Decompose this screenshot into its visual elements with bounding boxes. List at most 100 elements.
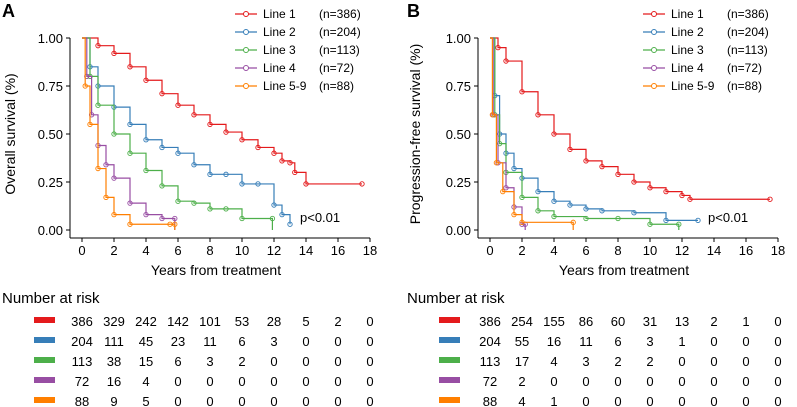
risk-count: 17 — [515, 354, 529, 369]
panel-label: B — [407, 1, 420, 21]
survival-curve-line-5-9 — [490, 37, 574, 230]
censor-mark — [663, 217, 669, 224]
censor-mark — [583, 206, 589, 212]
censor-mark — [255, 181, 261, 187]
risk-count: 0 — [302, 374, 309, 389]
risk-count: 5 — [302, 314, 309, 329]
x-tick-label: 16 — [331, 243, 345, 258]
legend-n: (n=113) — [727, 43, 768, 57]
censor-mark — [570, 219, 576, 225]
risk-row-color-key — [439, 337, 460, 343]
y-tick-label: 0.75 — [38, 79, 63, 94]
risk-count: 0 — [774, 314, 781, 329]
panel-a: A0 2 4 6 8 10 12 14 16 180.000.250.500.751.00Year… — [2, 1, 377, 407]
survival-curve-line-2 — [82, 37, 291, 225]
x-tick-label: 2 — [518, 243, 525, 258]
x-tick-label: 12 — [675, 243, 689, 258]
censor-mark — [519, 194, 525, 201]
p-value-annotation: p<0.01 — [708, 210, 748, 225]
x-axis-title: Years from treatment — [151, 262, 281, 278]
censor-mark — [95, 43, 101, 49]
censor-mark — [663, 188, 669, 195]
censor-mark — [695, 217, 701, 224]
censor-mark — [239, 137, 245, 143]
risk-count: 0 — [710, 374, 717, 389]
legend-label: Line 3 — [671, 43, 704, 57]
censor-mark — [519, 89, 525, 95]
censor-mark — [279, 211, 285, 218]
x-tick-label: 14 — [707, 243, 721, 258]
risk-count: 45 — [139, 334, 153, 349]
legend-marker — [651, 65, 657, 71]
risk-count: 0 — [334, 354, 341, 369]
legend-marker — [243, 29, 249, 35]
censor-mark — [687, 196, 693, 202]
risk-count: 0 — [582, 394, 589, 407]
risk-count: 0 — [366, 394, 373, 407]
x-tick-label: 18 — [771, 243, 785, 258]
censor-mark — [551, 198, 557, 204]
risk-row-color-key — [439, 397, 460, 403]
legend-marker — [651, 47, 657, 53]
risk-count: 0 — [302, 354, 309, 369]
legend-n: (n=204) — [727, 25, 769, 39]
risk-count: 2 — [646, 354, 653, 369]
censor-mark — [271, 202, 277, 208]
y-axis-title: Overall survival (%) — [2, 73, 18, 194]
risk-count: 53 — [235, 314, 249, 329]
legend-n: (n=88) — [319, 79, 354, 93]
censor-mark — [103, 194, 109, 201]
censor-mark — [303, 181, 309, 187]
risk-row-color-key — [34, 337, 55, 343]
risk-count: 2 — [614, 354, 621, 369]
risk-count: 6 — [174, 354, 181, 369]
censor-mark — [127, 64, 133, 70]
censor-mark — [535, 112, 541, 118]
censor-mark — [207, 171, 213, 177]
risk-count: 0 — [270, 374, 277, 389]
censor-mark — [159, 215, 165, 222]
censor-mark — [175, 198, 181, 204]
censor-mark — [631, 210, 637, 216]
censor-mark — [767, 196, 773, 202]
risk-count: 0 — [678, 394, 685, 407]
x-tick-label: 12 — [267, 243, 281, 258]
y-tick-label: 0.00 — [38, 223, 63, 238]
censor-mark — [279, 158, 285, 164]
risk-count: 113 — [480, 354, 501, 369]
risk-count: 204 — [479, 334, 501, 349]
survival-curve-line-2 — [490, 37, 698, 221]
x-tick-label: 10 — [235, 243, 249, 258]
risk-count: 0 — [742, 394, 749, 407]
risk-count: 60 — [611, 314, 625, 329]
legend-label: Line 4 — [671, 61, 704, 75]
censor-mark — [239, 215, 245, 222]
risk-count: 0 — [238, 394, 245, 407]
y-tick-label: 1.00 — [446, 31, 471, 46]
censor-mark — [143, 77, 149, 83]
risk-count: 55 — [515, 334, 529, 349]
x-tick-label: 0 — [78, 243, 85, 258]
censor-mark — [87, 121, 93, 128]
censor-mark — [519, 219, 525, 225]
censor-mark — [127, 121, 133, 128]
risk-count: 3 — [270, 334, 277, 349]
risk-count: 0 — [774, 394, 781, 407]
risk-count: 0 — [550, 374, 557, 389]
censor-mark — [583, 215, 589, 222]
censor-mark — [191, 162, 197, 168]
risk-count: 2 — [334, 314, 341, 329]
risk-count: 3 — [582, 354, 589, 369]
censor-mark — [676, 221, 682, 227]
risk-row-color-key — [34, 357, 55, 363]
x-tick-label: 4 — [550, 243, 557, 258]
risk-count: 0 — [742, 374, 749, 389]
censor-mark — [111, 211, 117, 218]
risk-row-color-key — [439, 317, 460, 323]
risk-row-color-key — [34, 397, 55, 403]
risk-count: 0 — [774, 334, 781, 349]
x-tick-label: 18 — [363, 243, 377, 258]
risk-count: 0 — [270, 354, 277, 369]
risk-count: 0 — [646, 374, 653, 389]
